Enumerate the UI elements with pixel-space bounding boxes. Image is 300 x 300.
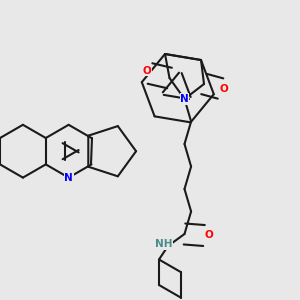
- Text: O: O: [204, 230, 213, 241]
- Text: NH: NH: [155, 239, 172, 250]
- Text: N: N: [64, 172, 73, 183]
- Text: O: O: [219, 83, 228, 94]
- Text: N: N: [180, 94, 189, 104]
- Text: O: O: [142, 65, 152, 76]
